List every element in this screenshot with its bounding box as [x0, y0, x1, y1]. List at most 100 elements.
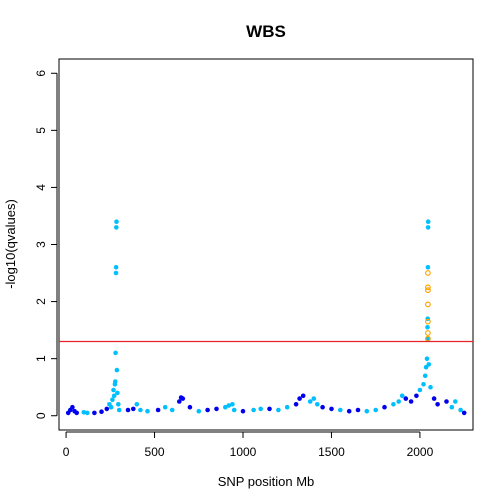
snp-point: [453, 399, 458, 404]
highlight-point: [425, 301, 431, 308]
snp-point: [422, 373, 428, 379]
chart-title: WBS: [246, 22, 286, 41]
snp-point: [125, 407, 131, 413]
x-tick-label: 2000: [407, 445, 434, 459]
snp-point: [196, 408, 202, 414]
snp-point: [425, 325, 430, 330]
highlight-point: [425, 284, 431, 291]
snp-point: [134, 402, 140, 407]
snp-point: [240, 408, 246, 414]
highlight-point: [425, 270, 431, 276]
snp-point: [297, 396, 302, 401]
snp-point: [417, 387, 423, 393]
y-axis: 0 1 2 3 4 5 6: [34, 70, 58, 419]
snp-point: [267, 406, 272, 412]
snp-point: [435, 402, 440, 407]
snp-point: [428, 384, 433, 390]
snp-point: [230, 402, 235, 407]
snp-point: [113, 379, 118, 384]
snp-point: [396, 399, 402, 404]
data-points: [65, 219, 467, 416]
y-tick-label: 5: [34, 127, 48, 134]
snp-point: [226, 403, 232, 408]
snp-point: [99, 409, 104, 415]
x-tick-label: 0: [63, 445, 70, 459]
snp-point: [111, 393, 117, 399]
snp-point: [311, 396, 317, 401]
snp-point: [346, 408, 352, 414]
snp-point: [162, 404, 168, 410]
snp-point: [85, 410, 90, 416]
snp-point: [231, 407, 237, 413]
y-tick-label: 0: [34, 412, 48, 419]
snp-point: [81, 410, 87, 415]
snp-point: [258, 406, 264, 412]
snp-point: [414, 393, 419, 399]
snp-point: [113, 265, 119, 270]
snp-point: [307, 399, 313, 404]
y-tick-label: 3: [34, 241, 48, 248]
snp-point: [113, 270, 119, 276]
snp-point: [444, 399, 449, 404]
snp-point: [399, 393, 405, 399]
snp-point: [177, 399, 182, 404]
y-tick-label: 2: [34, 298, 48, 305]
snp-point: [110, 397, 115, 403]
snp-point: [300, 393, 306, 399]
snp-point: [329, 406, 334, 412]
snp-point: [426, 362, 432, 367]
snp-point: [187, 404, 193, 410]
snp-point: [111, 387, 116, 393]
snp-point: [320, 404, 325, 410]
snp-point: [284, 404, 290, 410]
snp-point: [180, 396, 186, 401]
highlight-point: [425, 318, 431, 325]
highlight-point: [425, 330, 431, 336]
snp-point: [431, 396, 437, 401]
snp-point: [403, 396, 409, 401]
snp-point: [70, 404, 75, 410]
snp-point: [449, 404, 455, 410]
highlight-point: [425, 287, 431, 294]
snp-point: [458, 407, 463, 413]
x-tick-label: 1500: [318, 445, 345, 459]
x-axis-label: SNP position Mb: [218, 474, 315, 489]
snp-point: [223, 404, 228, 410]
snp-point: [214, 406, 219, 412]
snp-point: [461, 410, 467, 416]
x-axis: 0 500 1000 1500 2000: [63, 431, 434, 459]
snp-point: [114, 219, 119, 224]
snp-point: [251, 407, 256, 413]
snp-point: [108, 404, 114, 410]
snp-point: [425, 265, 431, 270]
snp-point: [114, 225, 119, 230]
snp-point: [364, 408, 370, 414]
snp-point: [373, 407, 379, 413]
snp-point: [116, 407, 122, 413]
snp-point: [116, 402, 121, 407]
snp-point: [391, 402, 396, 407]
snp-point: [74, 410, 79, 416]
snp-point: [276, 407, 281, 413]
snp-point: [421, 382, 426, 387]
snp-point: [424, 356, 430, 362]
snp-point: [355, 407, 361, 413]
snp-point: [131, 406, 136, 412]
y-tick-label: 1: [34, 355, 48, 362]
snp-point: [169, 407, 175, 413]
snp-point: [425, 225, 431, 230]
snp-point: [315, 402, 320, 407]
snp-point: [113, 350, 118, 356]
y-tick-label: 6: [34, 70, 48, 77]
y-tick-label: 4: [34, 184, 48, 191]
snp-point: [145, 408, 150, 414]
snp-point: [138, 407, 143, 413]
snp-point: [293, 402, 299, 407]
snp-point: [425, 219, 431, 224]
snp-point: [338, 407, 343, 413]
x-tick-label: 500: [145, 445, 165, 459]
snp-point: [115, 390, 120, 396]
snp-point: [382, 404, 387, 410]
